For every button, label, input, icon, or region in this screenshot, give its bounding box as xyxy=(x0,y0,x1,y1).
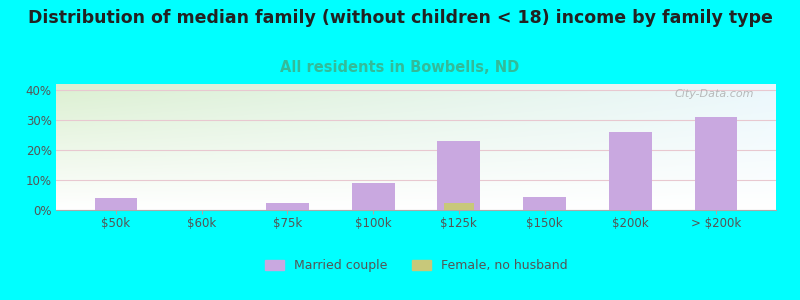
Text: Distribution of median family (without children < 18) income by family type: Distribution of median family (without c… xyxy=(27,9,773,27)
Text: All residents in Bowbells, ND: All residents in Bowbells, ND xyxy=(280,60,520,75)
Bar xyxy=(694,117,738,210)
Bar xyxy=(352,183,394,210)
Bar xyxy=(94,198,138,210)
Text: City-Data.com: City-Data.com xyxy=(675,89,754,99)
Bar xyxy=(444,203,474,210)
Bar xyxy=(438,141,480,210)
Bar xyxy=(609,132,652,210)
Legend: Married couple, Female, no husband: Married couple, Female, no husband xyxy=(260,254,572,277)
Bar xyxy=(266,203,309,210)
Bar xyxy=(523,196,566,210)
